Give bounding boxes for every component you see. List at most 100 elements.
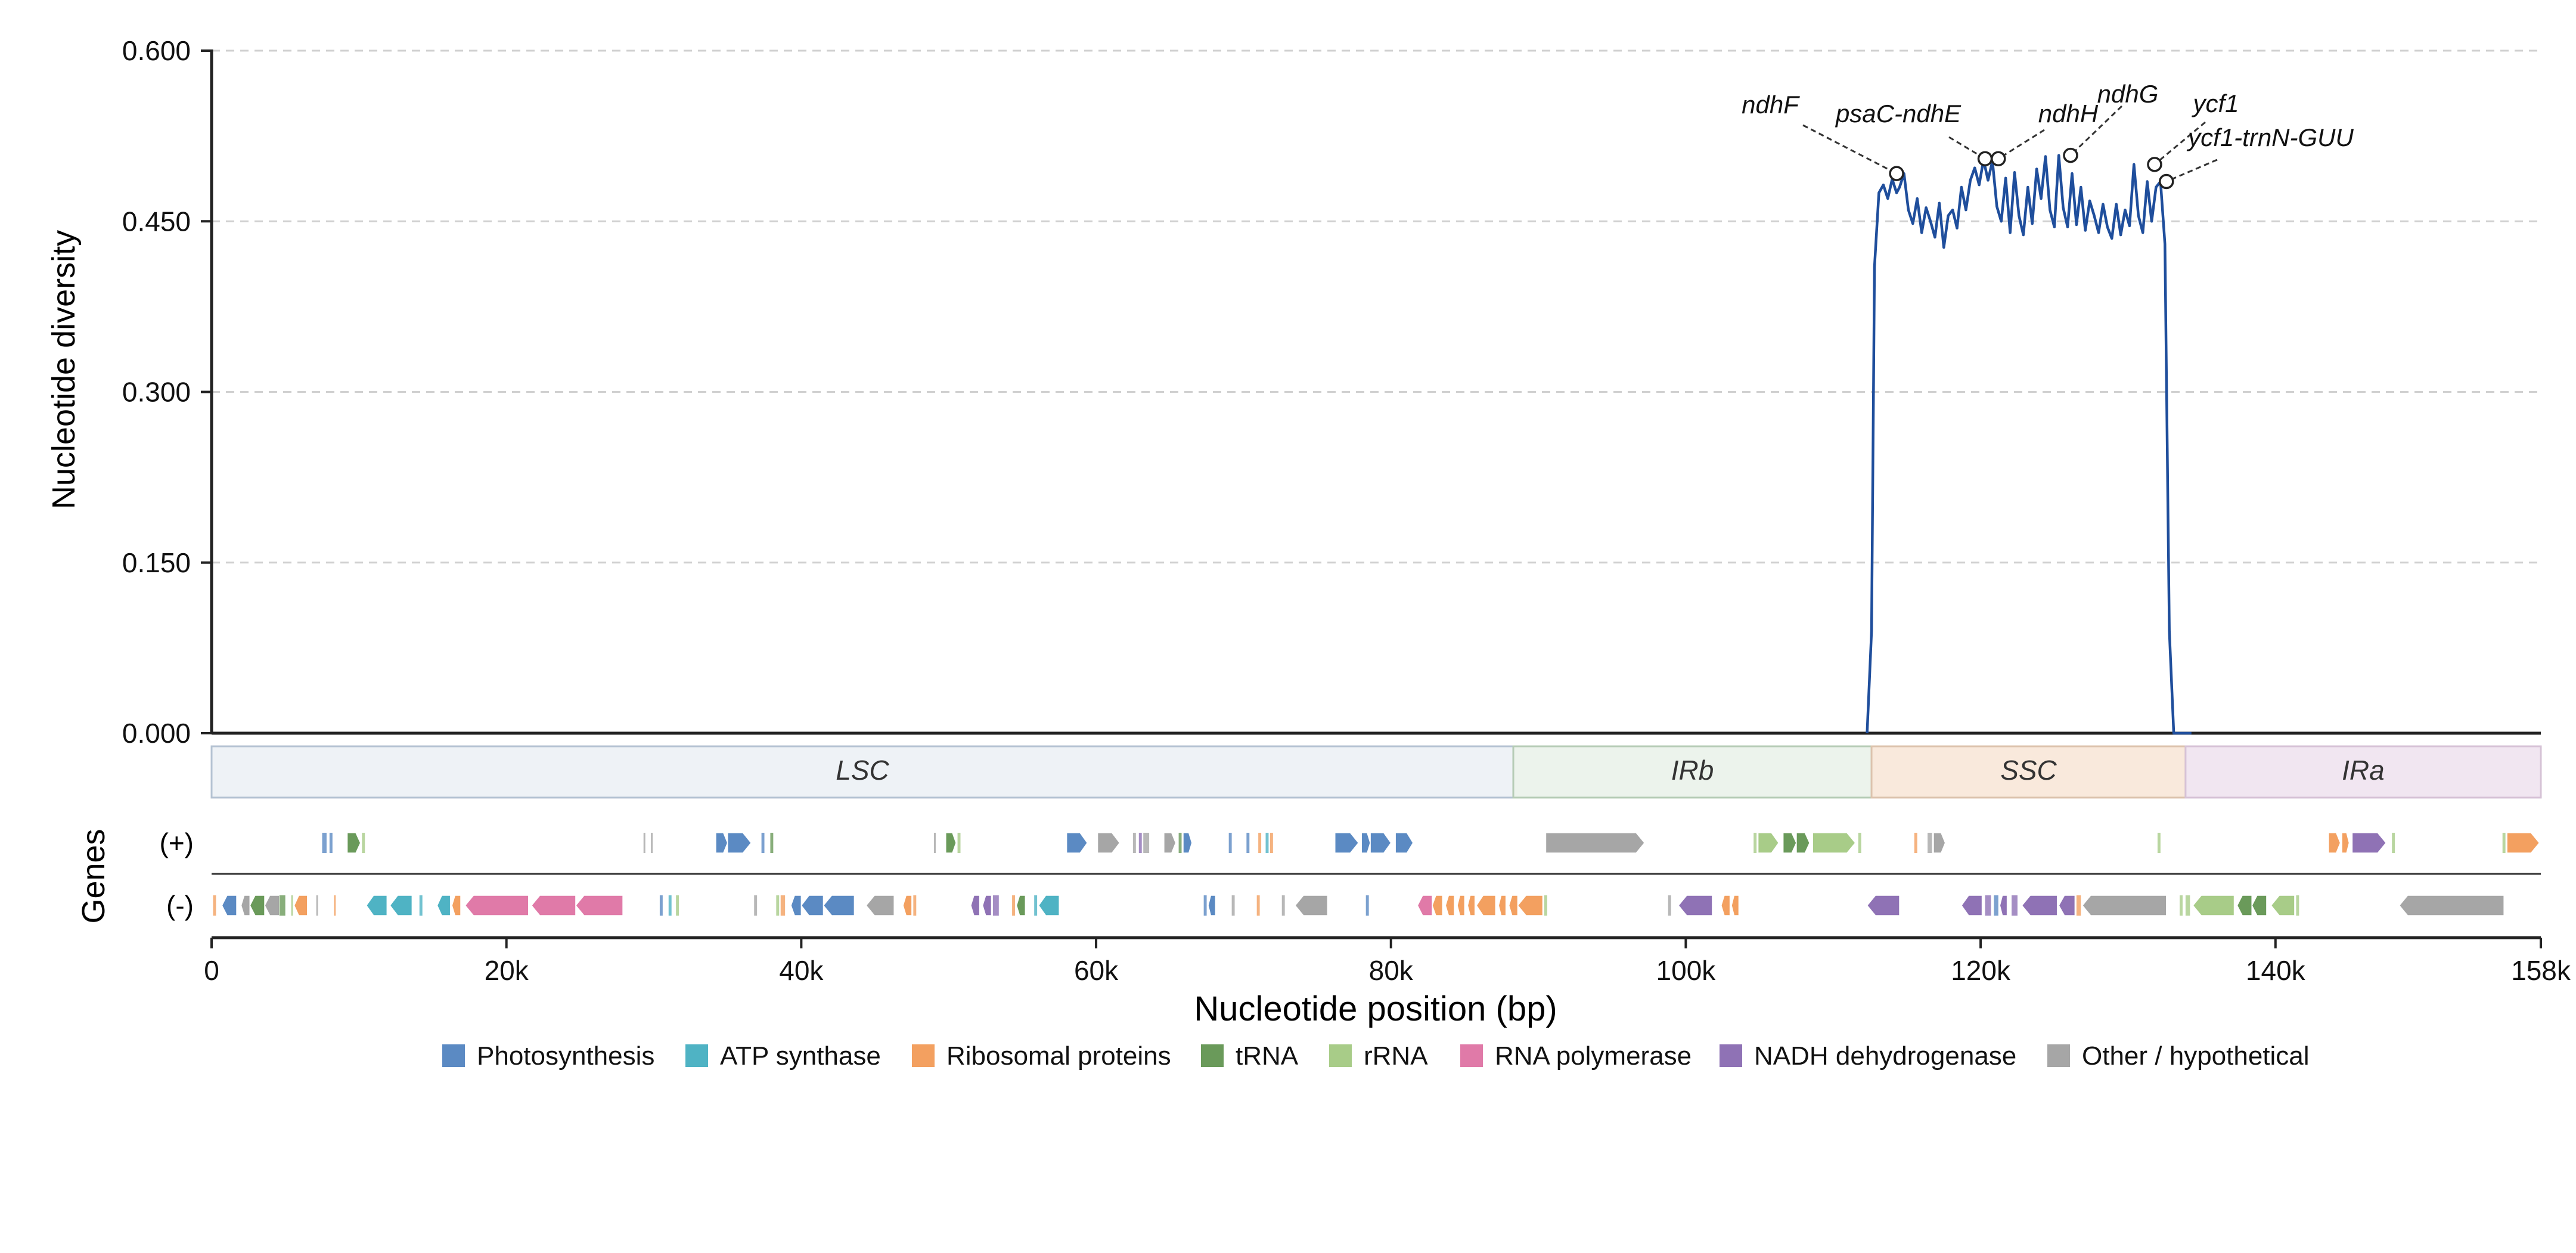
gene-minus — [264, 895, 280, 916]
gene-minus — [754, 895, 758, 916]
gene-plus — [1138, 833, 1142, 853]
legend-label: tRNA — [1236, 1041, 1299, 1071]
legend-label: Photosynthesis — [477, 1041, 654, 1071]
x-tick-label: 120k — [1951, 955, 2011, 986]
gene-minus — [1678, 895, 1713, 916]
gene-plus — [1933, 832, 1946, 854]
y-axis: 0.000 0.150 0.300 0.450 0.600 — [122, 35, 2541, 749]
gene-minus — [2236, 895, 2252, 916]
y-tick-label: 0.000 — [122, 718, 191, 749]
gene-minus — [2398, 895, 2504, 916]
region-label: SSC — [2000, 755, 2057, 786]
gene-minus — [1999, 895, 2008, 916]
gene-minus — [1720, 895, 1731, 916]
gene-minus — [776, 895, 780, 916]
gene-plus — [2392, 833, 2395, 853]
gene-plus — [1183, 832, 1193, 854]
gene-minus — [1208, 895, 1216, 916]
diversity-series — [1866, 154, 2192, 735]
gene-minus — [823, 895, 855, 916]
x-tick-label: 140k — [2246, 955, 2306, 986]
gene-plus — [2341, 832, 2350, 854]
gene-minus — [2058, 895, 2076, 916]
x-tick-label: 20k — [485, 955, 529, 986]
x-tick-label: 158k — [2511, 955, 2571, 986]
y-tick-label: 0.450 — [122, 206, 191, 237]
gene-plus — [346, 832, 361, 854]
strand-plus-label: (+) — [160, 827, 194, 858]
gene-minus — [1432, 895, 1444, 916]
gene-minus — [902, 895, 913, 916]
gene-minus — [2012, 895, 2018, 916]
gene-minus — [1012, 895, 1016, 916]
gene-plus — [1796, 832, 1811, 854]
gene-minus — [1231, 895, 1235, 916]
region-ira — [2184, 745, 2542, 799]
annotation-label: ndhG — [2097, 80, 2159, 108]
gene-plus — [1858, 833, 1861, 853]
gene-plus — [1265, 833, 1269, 853]
gene-minus — [1281, 895, 1285, 916]
annotation-marker — [1991, 151, 2006, 167]
region-irb — [1512, 745, 1873, 799]
x-tick-label: 40k — [779, 955, 824, 986]
gene-minus — [293, 895, 308, 916]
annotation-label: psaC-ndhE — [1835, 100, 1962, 128]
x-tick-label: 80k — [1369, 955, 1414, 986]
gene-minus — [2192, 895, 2235, 916]
gene-minus — [1731, 895, 1740, 916]
annotation-marker — [2147, 157, 2162, 172]
y-axis-label: Nucleotide diversity — [46, 230, 82, 509]
gene-minus — [419, 895, 423, 916]
region-label: IRb — [1671, 755, 1714, 786]
gene-plus — [362, 833, 365, 853]
gene-minus — [1256, 895, 1260, 916]
gene-plus — [2502, 833, 2506, 853]
gene-plus — [329, 833, 333, 853]
annotation-marker — [2159, 173, 2174, 190]
gene-plus — [957, 833, 961, 853]
legend-label: Other / hypothetical — [2082, 1041, 2310, 1071]
gene-plus — [1928, 833, 1932, 853]
gene-minus — [2185, 895, 2190, 916]
gene-minus — [1985, 895, 1991, 916]
gene-minus — [451, 895, 461, 916]
gene-minus — [291, 895, 293, 916]
gene-minus — [1866, 895, 1900, 916]
gene-plus — [770, 833, 774, 853]
annotation-marker — [1977, 151, 1993, 167]
gene-minus — [2180, 895, 2183, 916]
gene-plus — [727, 832, 752, 854]
gene-plus — [1812, 832, 1856, 854]
gene-plus — [1782, 832, 1797, 854]
gene-plus — [1334, 832, 1360, 854]
y-tick-label: 0.150 — [122, 547, 191, 578]
gene-plus — [2351, 832, 2387, 854]
gene-minus — [2251, 895, 2267, 916]
annotation-label: ycf1-trnN-GUU — [2186, 123, 2354, 151]
gene-plus — [2157, 833, 2161, 853]
y-tick-label: 0.300 — [122, 377, 191, 408]
legend-swatch — [2047, 1044, 2070, 1067]
region-lsc — [210, 745, 1514, 799]
gene-minus — [1994, 895, 1998, 916]
gene-plus — [1143, 833, 1150, 853]
gene-plus — [1757, 832, 1780, 854]
x-axis-label: Nucleotide position (bp) — [1194, 990, 1557, 1028]
annotation-leader — [1802, 124, 1897, 175]
annotation-label: ndhH — [2038, 100, 2099, 128]
gene-plus — [1395, 832, 1414, 854]
legend-label: RNA polymerase — [1495, 1041, 1692, 1071]
gene-minus — [800, 895, 824, 916]
gene-minus — [1457, 895, 1466, 916]
gene-minus — [530, 895, 576, 916]
gene-minus — [240, 895, 251, 916]
annotation-leader — [1997, 129, 2045, 160]
gene-minus — [221, 895, 237, 916]
annotation-leader — [2154, 121, 2206, 165]
gene-minus — [982, 895, 992, 916]
gene-plus — [1370, 832, 1392, 854]
region-label: IRa — [2342, 755, 2385, 786]
gene-minus — [1034, 895, 1038, 916]
